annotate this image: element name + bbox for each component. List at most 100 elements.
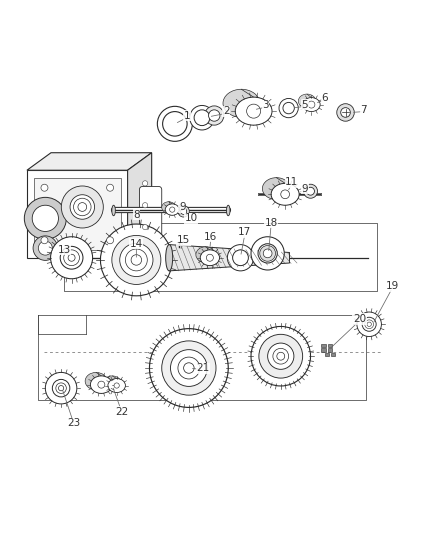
Circle shape (208, 110, 219, 121)
Text: 2: 2 (222, 106, 229, 116)
Circle shape (41, 237, 48, 244)
Circle shape (56, 383, 66, 393)
Circle shape (106, 184, 113, 191)
Polygon shape (169, 245, 289, 271)
Circle shape (52, 379, 70, 397)
FancyBboxPatch shape (139, 187, 161, 241)
Circle shape (170, 350, 207, 386)
Circle shape (272, 349, 288, 364)
Circle shape (58, 385, 64, 391)
Circle shape (74, 198, 91, 216)
Ellipse shape (195, 247, 215, 263)
Circle shape (189, 106, 214, 130)
Circle shape (232, 250, 248, 265)
Text: 19: 19 (385, 281, 398, 291)
Text: 23: 23 (67, 418, 81, 428)
Text: 8: 8 (133, 210, 139, 220)
Circle shape (279, 99, 297, 118)
Ellipse shape (235, 97, 272, 125)
Circle shape (125, 249, 147, 271)
Ellipse shape (90, 376, 112, 393)
Text: 16: 16 (204, 232, 217, 242)
Bar (327, 344, 331, 348)
Circle shape (336, 104, 353, 121)
Ellipse shape (302, 98, 319, 111)
Circle shape (98, 381, 105, 388)
Circle shape (60, 246, 83, 269)
Ellipse shape (165, 204, 179, 215)
Polygon shape (127, 153, 151, 258)
Ellipse shape (112, 205, 115, 216)
Text: 10: 10 (184, 213, 197, 223)
Circle shape (45, 373, 77, 404)
Circle shape (169, 207, 174, 212)
Text: 17: 17 (238, 228, 251, 237)
Circle shape (307, 101, 314, 108)
Circle shape (283, 102, 293, 114)
FancyBboxPatch shape (33, 177, 121, 250)
Circle shape (183, 363, 194, 373)
Ellipse shape (103, 376, 121, 390)
Circle shape (251, 237, 284, 270)
Circle shape (106, 237, 113, 244)
Circle shape (258, 334, 302, 378)
FancyBboxPatch shape (27, 170, 127, 258)
Circle shape (306, 187, 314, 195)
Circle shape (280, 190, 289, 199)
Ellipse shape (262, 177, 290, 199)
Circle shape (142, 181, 148, 186)
Circle shape (149, 329, 228, 407)
Ellipse shape (297, 94, 315, 108)
Circle shape (61, 186, 103, 228)
Text: 21: 21 (196, 363, 209, 373)
Text: 3: 3 (261, 100, 268, 110)
Text: 13: 13 (57, 245, 71, 255)
Circle shape (258, 244, 277, 263)
Circle shape (120, 243, 152, 277)
Text: 7: 7 (360, 105, 367, 115)
Circle shape (162, 111, 187, 136)
Circle shape (32, 205, 58, 231)
Circle shape (356, 312, 381, 336)
Circle shape (251, 326, 310, 386)
Circle shape (112, 236, 160, 285)
Circle shape (100, 224, 172, 296)
Text: 15: 15 (177, 235, 190, 245)
Bar (321, 344, 325, 348)
Circle shape (177, 357, 199, 379)
Circle shape (68, 254, 75, 261)
Polygon shape (27, 153, 151, 170)
Circle shape (276, 352, 284, 360)
Circle shape (206, 254, 213, 261)
Text: 22: 22 (116, 407, 129, 417)
Circle shape (194, 110, 209, 126)
Circle shape (131, 255, 141, 265)
Circle shape (366, 322, 371, 326)
Circle shape (70, 195, 94, 219)
Text: 1: 1 (183, 110, 190, 120)
Circle shape (259, 246, 275, 261)
Circle shape (303, 184, 317, 198)
Circle shape (41, 184, 48, 191)
Circle shape (177, 206, 189, 217)
Bar (321, 349, 325, 352)
Text: 20: 20 (352, 314, 365, 324)
Ellipse shape (200, 250, 219, 265)
Circle shape (33, 236, 57, 261)
Text: 6: 6 (321, 93, 327, 103)
Circle shape (361, 317, 375, 332)
Circle shape (64, 250, 79, 265)
Circle shape (364, 320, 373, 329)
Ellipse shape (108, 378, 125, 392)
Circle shape (246, 104, 260, 118)
Ellipse shape (85, 373, 107, 390)
Ellipse shape (165, 245, 172, 271)
Circle shape (204, 106, 223, 125)
Circle shape (180, 208, 186, 214)
Circle shape (340, 108, 350, 117)
Circle shape (263, 249, 272, 258)
Circle shape (227, 245, 253, 271)
Circle shape (142, 224, 148, 230)
Bar (324, 353, 328, 356)
Text: 9: 9 (301, 183, 307, 193)
